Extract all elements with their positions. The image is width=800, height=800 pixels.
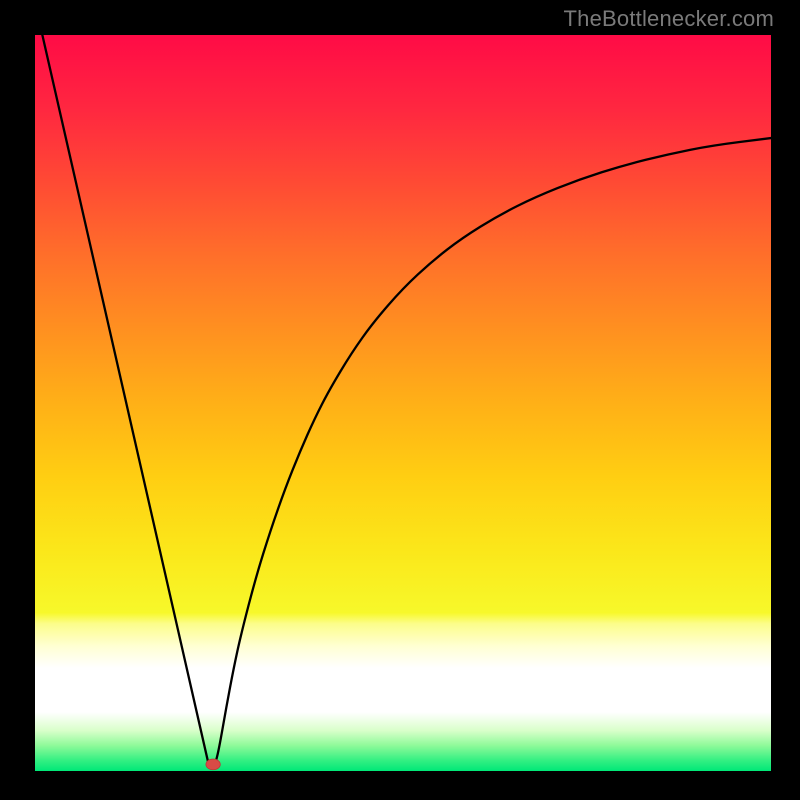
chart-svg xyxy=(35,35,771,771)
chart-plot-area xyxy=(35,35,771,771)
watermark-text: TheBottlenecker.com xyxy=(564,6,774,32)
optimal-point-marker xyxy=(206,759,220,770)
chart-background xyxy=(35,35,771,771)
